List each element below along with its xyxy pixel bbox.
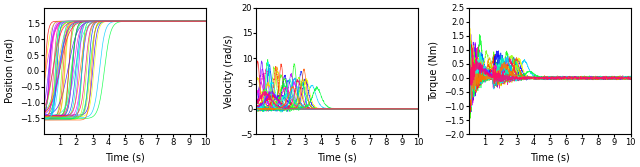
X-axis label: Time (s): Time (s)	[317, 153, 357, 163]
X-axis label: Time (s): Time (s)	[105, 153, 145, 163]
X-axis label: Time (s): Time (s)	[530, 153, 570, 163]
Y-axis label: Torque (Nm): Torque (Nm)	[429, 41, 439, 101]
Y-axis label: Velocity (rad/s): Velocity (rad/s)	[225, 34, 234, 108]
Y-axis label: Position (rad): Position (rad)	[4, 38, 14, 103]
